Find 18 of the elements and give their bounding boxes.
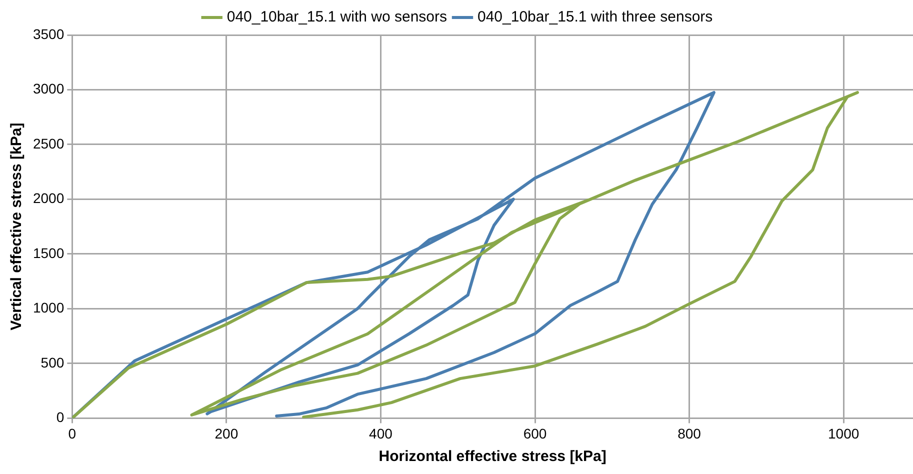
x-tick-label: 400 (369, 425, 393, 442)
y-tick-label: 3500 (32, 26, 64, 42)
legend-label: 040_10bar_15.1 with three sensors (477, 8, 713, 26)
x-tick-label: 600 (523, 425, 547, 442)
y-tick-label: 3000 (32, 80, 64, 97)
y-tick-label: 1000 (32, 300, 64, 316)
legend-label: 040_10bar_15.1 with wo sensors (226, 8, 448, 26)
x-axis-title: Horizontal effective stress [kPa] (378, 448, 606, 466)
y-tick-label: 2500 (32, 135, 64, 152)
y-tick-label: 0 (56, 409, 64, 426)
y-tick-label: 2000 (32, 190, 64, 206)
x-tick-label: 800 (678, 425, 702, 442)
x-tick-label: 1000 (828, 425, 860, 442)
x-tick-label: 200 (214, 425, 238, 442)
x-tick-label: 0 (68, 425, 76, 442)
y-axis-title: Vertical effective stress [kPa] (8, 122, 26, 330)
y-tick-label: 1500 (32, 244, 64, 261)
y-tick-label: 500 (40, 354, 64, 370)
